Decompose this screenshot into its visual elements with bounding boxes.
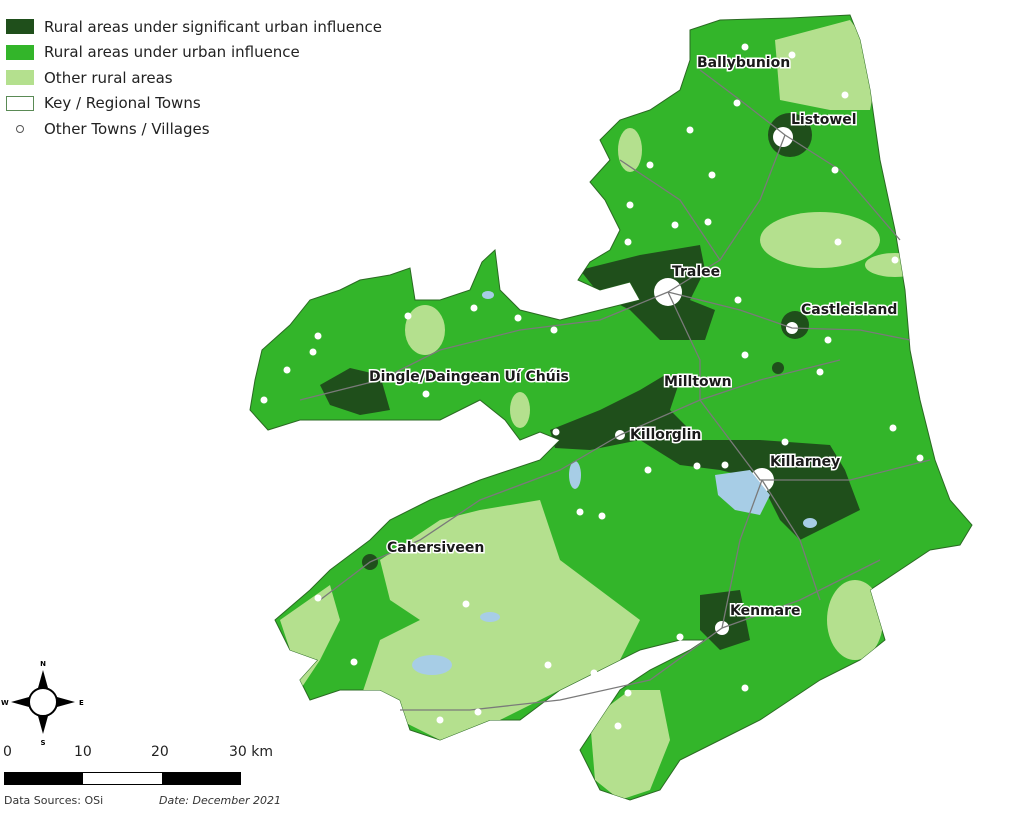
compass-w: W [1, 699, 9, 707]
scale-label-30: 30 km [229, 744, 274, 760]
town-label-dingle: Dingle/Daingean Uí Chúis [369, 369, 569, 385]
legend-label: Key / Regional Towns [44, 94, 201, 113]
legend-item-villages: Other Towns / Villages [6, 116, 382, 142]
village-marker [614, 722, 622, 730]
town-label-killarney: Killarney [770, 454, 840, 470]
swatch-light-green [6, 70, 34, 86]
village-marker [576, 508, 584, 516]
key-town-labels: Ballybunion Listowel Tralee Castleisland Din… [368, 54, 899, 621]
village-marker [676, 633, 684, 641]
compass-south-arrow [38, 716, 48, 734]
village-marker [816, 368, 824, 376]
village-marker [474, 708, 482, 716]
scale-label-0: 0 [3, 744, 12, 760]
village-marker [741, 351, 749, 359]
village-marker [314, 594, 322, 602]
compass-north-arrow [38, 670, 48, 688]
village-marker [514, 314, 522, 322]
village-marker [891, 256, 899, 264]
village-marker [626, 201, 634, 209]
town-label-milltown: Milltown [664, 374, 732, 390]
compass-west-arrow [11, 697, 29, 707]
village-marker [624, 689, 632, 697]
village-marker [644, 466, 652, 474]
other-towns-villages [260, 43, 924, 730]
other-rural-areas [280, 20, 925, 800]
swatch-outline [6, 95, 34, 111]
scale-label-20: 20 [151, 744, 169, 760]
village-marker [671, 221, 679, 229]
village-marker [260, 396, 268, 404]
village-marker [550, 326, 558, 334]
legend-label: Other Towns / Villages [44, 119, 210, 138]
town-label-cahersiveen: Cahersiveen [387, 540, 484, 556]
village-marker [704, 218, 712, 226]
legend-label: Other rural areas [44, 68, 173, 87]
town-label-killorglin: Killorglin [630, 427, 701, 443]
town-label-listowel: Listowel [791, 112, 857, 128]
village-marker [721, 461, 729, 469]
compass-e: E [79, 699, 84, 707]
compass-s: S [40, 739, 45, 747]
legend-item-significant-urban: Rural areas under significant urban infl… [6, 14, 382, 40]
compass-east-arrow [57, 697, 75, 707]
legend-item-urban: Rural areas under urban influence [6, 40, 382, 66]
village-dot-icon [6, 124, 34, 133]
swatch-green [6, 44, 34, 60]
village-marker [624, 238, 632, 246]
village-marker [916, 454, 924, 462]
scale-label-10: 10 [74, 744, 92, 760]
village-marker [824, 336, 832, 344]
village-marker [831, 166, 839, 174]
village-marker [889, 424, 897, 432]
village-marker [552, 428, 560, 436]
village-marker [350, 658, 358, 666]
town-label-ballybunion: Ballybunion [697, 55, 790, 71]
legend-item-key-towns: Key / Regional Towns [6, 91, 382, 117]
swatch-dark-green [6, 19, 34, 35]
village-marker [314, 332, 322, 340]
village-marker [733, 99, 741, 107]
village-marker [462, 600, 470, 608]
village-marker [686, 126, 694, 134]
village-marker [708, 171, 716, 179]
village-marker [404, 312, 412, 320]
village-marker [834, 238, 842, 246]
lakes [412, 291, 817, 675]
town-label-castleisland: Castleisland [801, 302, 897, 318]
legend-label: Rural areas under significant urban infl… [44, 17, 383, 36]
village-marker [646, 161, 654, 169]
scale-bar [4, 772, 241, 785]
village-marker [841, 91, 849, 99]
village-marker [470, 304, 478, 312]
data-sources: Data Sources: OSi [4, 794, 104, 807]
legend-label: Rural areas under urban influence [44, 43, 300, 62]
town-label-tralee: Tralee [672, 264, 720, 280]
compass-rose: N S E W [1, 660, 84, 747]
village-marker [741, 43, 749, 51]
significant-urban-influence-areas [320, 113, 860, 650]
road-network [299, 69, 931, 711]
village-marker [544, 661, 552, 669]
village-marker [309, 348, 317, 356]
village-marker [693, 462, 701, 470]
village-marker [590, 669, 598, 677]
village-marker [598, 512, 606, 520]
village-marker [734, 296, 742, 304]
legend-item-other-rural: Other rural areas [6, 65, 382, 91]
village-marker [436, 716, 444, 724]
village-marker [741, 684, 749, 692]
town-label-kenmare: Kenmare [730, 603, 801, 619]
village-marker [781, 438, 789, 446]
zones [280, 20, 925, 800]
compass-n: N [40, 660, 46, 668]
village-marker [788, 51, 796, 59]
village-marker [422, 390, 430, 398]
village-marker [283, 366, 291, 374]
date: Date: December 2021 [159, 794, 282, 807]
legend: Rural areas under significant urban infl… [6, 14, 382, 142]
